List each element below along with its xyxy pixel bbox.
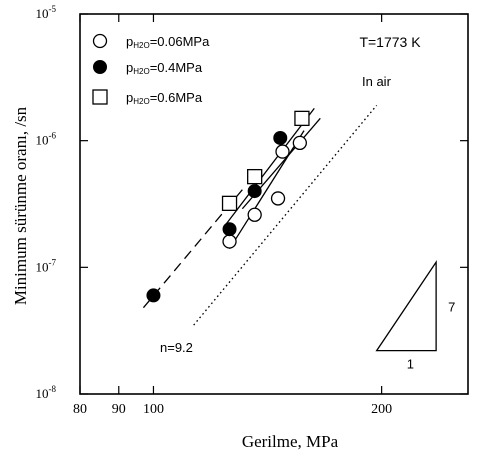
point-open-circle <box>222 234 237 249</box>
slope-run-label: 1 <box>407 357 414 372</box>
point-open-circle <box>247 207 262 222</box>
x-axis: 80 90 100 200 <box>73 14 392 417</box>
legend-label: pH2O=0.06MPa <box>126 34 210 50</box>
data-points <box>146 110 310 303</box>
legend-label: pH2O=0.4MPa <box>126 60 203 76</box>
stress-exponent-label: n=9.2 <box>160 340 193 355</box>
y-tick-label: 10-5 <box>36 4 57 21</box>
point-open-square <box>221 195 238 211</box>
point-open-circle <box>275 144 290 159</box>
point-filled-circle <box>222 222 237 237</box>
temperature-label: T=1773 K <box>359 34 421 50</box>
plot-frame <box>79 13 469 395</box>
x-tick-label: 90 <box>112 402 126 417</box>
legend-label: pH2O=0.6MPa <box>126 90 203 106</box>
in-air-label: In air <box>362 74 392 89</box>
legend-marker-open-circle <box>92 33 108 49</box>
y-axis-title: Minimum sürünme oranı, /sn <box>11 106 30 305</box>
legend-marker-filled-circle <box>93 60 107 74</box>
y-tick-label: 10-7 <box>36 257 57 274</box>
fit-line-solid <box>228 130 305 250</box>
y-tick-label: 10-8 <box>36 384 57 401</box>
y-axis: 10-8 10-7 10-6 10-5 <box>36 4 468 401</box>
legend-marker-open-square <box>92 89 108 105</box>
point-open-circle <box>292 135 307 151</box>
x-tick-label: 200 <box>371 402 392 417</box>
point-filled-circle <box>146 288 161 303</box>
point-open-square <box>247 168 263 185</box>
x-axis-title: Gerilme, MPa <box>242 432 339 451</box>
slope-rise-label: 7 <box>448 299 455 314</box>
point-open-circle <box>270 191 286 206</box>
fit-line-solid <box>223 107 315 227</box>
x-tick-label: 80 <box>73 402 87 417</box>
x-tick-label: 100 <box>143 402 164 417</box>
point-filled-circle <box>273 130 288 145</box>
y-tick-label: 10-6 <box>36 131 57 148</box>
point-filled-circle <box>247 184 262 199</box>
legend: pH2O=0.06MPa pH2O=0.4MPa pH2O=0.6MPa <box>92 33 210 106</box>
point-open-square <box>294 110 310 127</box>
slope-triangle: 17 <box>375 259 455 372</box>
fit-line-dotted <box>193 104 378 326</box>
slope-triangle-shape <box>375 259 437 352</box>
